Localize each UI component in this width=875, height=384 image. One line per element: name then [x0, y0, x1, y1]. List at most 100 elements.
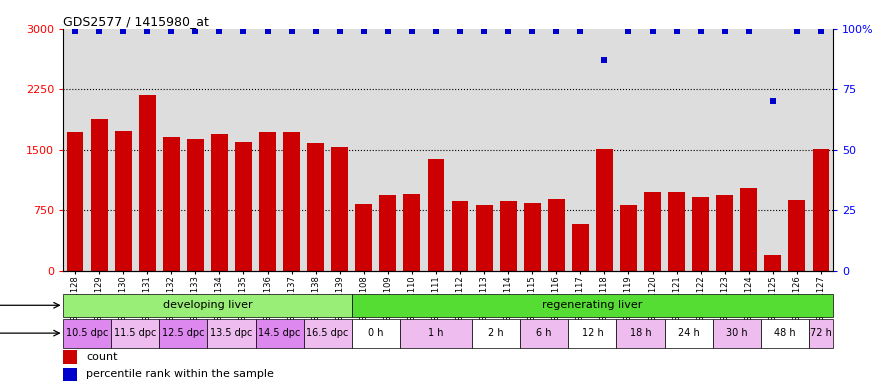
Bar [163, 137, 179, 271]
Bar [520, 319, 569, 348]
Bar [332, 147, 348, 271]
Bar [500, 200, 516, 271]
Bar [813, 149, 829, 271]
Text: 10.5 dpc: 10.5 dpc [66, 328, 108, 338]
Point [213, 28, 227, 34]
Bar [63, 319, 111, 348]
Bar [616, 319, 665, 348]
Point [332, 28, 346, 34]
Text: regenerating liver: regenerating liver [542, 300, 642, 310]
Text: 1 h: 1 h [428, 328, 444, 338]
Text: percentile rank within the sample: percentile rank within the sample [86, 369, 274, 379]
Bar [809, 319, 833, 348]
Bar [91, 119, 108, 271]
Bar [572, 224, 589, 271]
Bar [187, 139, 204, 271]
Bar [66, 132, 83, 271]
Bar [713, 319, 761, 348]
Bar [159, 319, 207, 348]
Bar [692, 197, 709, 271]
Point [140, 28, 154, 34]
Text: count: count [86, 352, 117, 362]
Text: 18 h: 18 h [630, 328, 651, 338]
Point [429, 28, 443, 34]
Bar [255, 319, 304, 348]
Point [309, 28, 323, 34]
Bar [476, 205, 493, 271]
Point [405, 28, 419, 34]
Bar [717, 195, 733, 271]
Bar [740, 189, 757, 271]
Point [381, 28, 395, 34]
Bar [620, 205, 637, 271]
Point [718, 28, 732, 34]
Bar [428, 159, 444, 271]
Bar [524, 203, 541, 271]
Point [164, 28, 178, 34]
Bar [596, 149, 612, 271]
Bar [569, 319, 616, 348]
Bar [304, 319, 352, 348]
Text: 16.5 dpc: 16.5 dpc [306, 328, 349, 338]
Bar [63, 294, 352, 317]
Point [501, 28, 515, 34]
Point [92, 28, 106, 34]
Bar [665, 319, 713, 348]
Point [261, 28, 275, 34]
Point [116, 28, 130, 34]
Text: 48 h: 48 h [774, 328, 795, 338]
Bar [400, 319, 472, 348]
Point [525, 28, 539, 34]
Point [790, 28, 804, 34]
Text: 13.5 dpc: 13.5 dpc [210, 328, 253, 338]
Point [284, 28, 298, 34]
Text: 12.5 dpc: 12.5 dpc [162, 328, 205, 338]
Point [694, 28, 708, 34]
Bar [63, 368, 77, 381]
Text: 14.5 dpc: 14.5 dpc [258, 328, 301, 338]
Text: 24 h: 24 h [678, 328, 699, 338]
Point [68, 28, 82, 34]
Point [766, 98, 780, 104]
Bar [352, 319, 400, 348]
Bar [452, 201, 468, 271]
Point [477, 28, 491, 34]
Bar [548, 199, 564, 271]
Bar [761, 319, 809, 348]
Point [188, 28, 202, 34]
Text: 72 h: 72 h [810, 328, 832, 338]
Text: GDS2577 / 1415980_at: GDS2577 / 1415980_at [63, 15, 209, 28]
Point [573, 28, 587, 34]
Text: 6 h: 6 h [536, 328, 552, 338]
Bar [355, 204, 372, 271]
Bar [668, 192, 685, 271]
Bar [380, 195, 396, 271]
Point [236, 28, 250, 34]
Point [598, 57, 612, 63]
Bar [63, 351, 77, 364]
Point [669, 28, 683, 34]
Bar [284, 132, 300, 271]
Text: 11.5 dpc: 11.5 dpc [114, 328, 157, 338]
Text: 0 h: 0 h [368, 328, 383, 338]
Point [453, 28, 467, 34]
Text: 30 h: 30 h [726, 328, 747, 338]
Bar [403, 194, 420, 271]
Bar [111, 319, 159, 348]
Bar [207, 319, 256, 348]
Bar [259, 132, 276, 271]
Bar [644, 192, 661, 271]
Point [550, 28, 564, 34]
Point [814, 28, 828, 34]
Text: developing liver: developing liver [163, 300, 252, 310]
Text: 2 h: 2 h [488, 328, 504, 338]
Point [646, 28, 660, 34]
Point [742, 28, 756, 34]
Bar [307, 143, 324, 271]
Bar [139, 95, 156, 271]
Bar [765, 255, 781, 271]
Bar [211, 134, 228, 271]
Bar [788, 200, 805, 271]
Point [621, 28, 635, 34]
Bar [235, 142, 252, 271]
